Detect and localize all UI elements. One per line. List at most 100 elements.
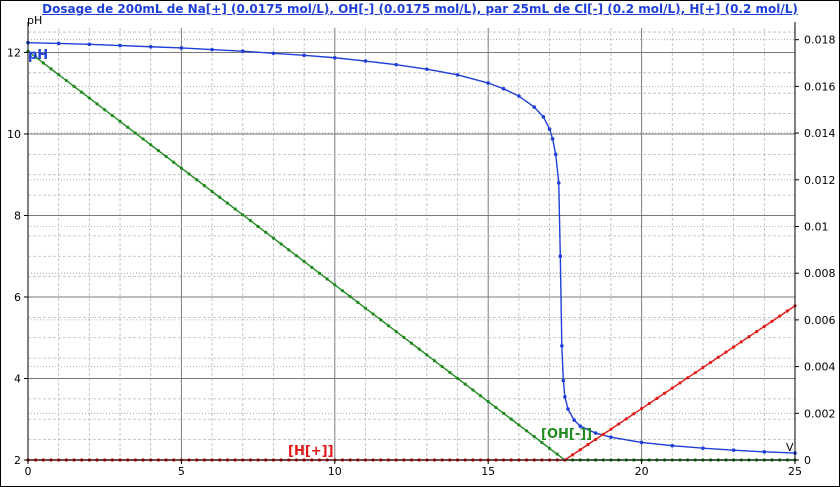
series-point-ph <box>547 127 552 131</box>
series-point-ph <box>118 43 122 48</box>
series-point-oh <box>225 201 230 205</box>
series-point-ph <box>179 46 184 50</box>
series-point-oh <box>87 96 91 100</box>
series-point-ph <box>762 450 767 454</box>
series-point-oh <box>440 364 444 369</box>
series-point-oh <box>64 78 68 83</box>
series-point-ph <box>501 86 506 91</box>
series-point-h <box>716 355 720 359</box>
series-point-h <box>701 365 705 370</box>
series-point-oh <box>141 137 145 141</box>
y-right-tick-label: 0 <box>804 454 811 467</box>
y-right-tick-label: 0.002 <box>804 407 836 420</box>
series-label-ph: pH <box>28 48 48 63</box>
series-point-oh <box>409 341 414 345</box>
series-point-oh <box>425 353 429 357</box>
series-point-ph <box>532 105 537 109</box>
series-point-oh <box>394 329 398 334</box>
series-point-h <box>686 376 690 380</box>
series-point-oh <box>34 55 38 59</box>
series-point-oh <box>532 435 536 439</box>
series-point-h <box>647 401 651 406</box>
series-point-oh <box>547 446 552 450</box>
series-layer <box>26 40 797 462</box>
series-point-oh <box>241 213 245 217</box>
series-point-ph <box>553 152 558 157</box>
series-point-oh <box>41 61 45 65</box>
series-point-h <box>632 412 636 416</box>
series-point-oh <box>402 335 406 340</box>
series-point-oh <box>95 102 99 106</box>
series-point-ph <box>271 51 276 56</box>
series-point-oh <box>517 423 521 427</box>
series-point-oh <box>379 318 383 322</box>
series-point-oh <box>348 294 352 299</box>
series-point-oh <box>256 224 260 229</box>
series-point-h <box>663 391 667 395</box>
series-point-h <box>678 381 682 385</box>
series-point-oh <box>103 108 107 112</box>
series-point-oh <box>294 254 299 258</box>
y-left-tick-label: 8 <box>14 209 21 222</box>
series-point-ph <box>639 440 644 445</box>
series-label-h: [H[+]] <box>288 444 334 459</box>
series-point-ph <box>563 395 567 399</box>
series-point-oh <box>555 452 559 456</box>
series-point-h <box>578 448 582 452</box>
series-point-oh <box>509 417 513 421</box>
series-point-h <box>593 437 598 442</box>
series-point-oh <box>49 67 53 71</box>
series-point-oh <box>210 189 214 194</box>
series-point-oh <box>448 370 452 375</box>
series-point-oh <box>356 300 360 304</box>
series-point-oh <box>187 172 191 176</box>
series-point-oh <box>233 207 237 211</box>
series-point-oh <box>540 440 544 445</box>
series-point-oh <box>287 248 291 252</box>
series-line-ph <box>27 41 796 454</box>
series-point-h <box>739 340 743 344</box>
series-point-oh <box>310 265 314 269</box>
series-point-ph <box>670 443 675 448</box>
series-point-ph <box>541 115 546 119</box>
series-point-oh <box>164 154 168 159</box>
series-point-oh <box>463 382 467 386</box>
series-point-h <box>755 329 759 334</box>
series-point-oh <box>501 411 506 415</box>
series-point-ph <box>486 81 491 85</box>
y-right-tick-label: 0.018 <box>804 34 836 47</box>
series-point-ph <box>87 42 92 47</box>
series-point-ph <box>148 44 153 49</box>
series-point-h <box>778 314 782 318</box>
series-point-ph <box>56 41 61 46</box>
series-point-oh <box>57 73 61 77</box>
y-right-tick-label: 0.01 <box>804 220 829 233</box>
x-tick-label: 5 <box>178 465 185 478</box>
x-tick-label: 0 <box>25 465 32 478</box>
y-right-tick-label: 0.008 <box>804 267 836 280</box>
series-point-oh <box>126 125 130 129</box>
series-point-oh <box>471 388 475 392</box>
x-tick-label: 20 <box>635 465 649 478</box>
series-point-oh <box>264 230 268 234</box>
series-point-h <box>785 309 789 313</box>
series-point-ph <box>701 446 705 450</box>
series-point-oh <box>340 289 345 293</box>
x-tick-label: 10 <box>328 465 342 478</box>
series-point-ph <box>333 55 337 60</box>
labels: pH V pH [OH[-]] [H[+]] <box>27 14 794 459</box>
series-point-ph <box>556 181 561 185</box>
series-point-ph <box>578 424 583 428</box>
y-left-tick-label: 4 <box>14 372 21 385</box>
series-point-h <box>570 453 575 457</box>
series-point-oh <box>317 271 322 275</box>
series-label-oh: [OH[-]] <box>541 427 592 442</box>
y-right-tick-label: 0.016 <box>804 80 836 93</box>
series-point-oh <box>72 84 76 88</box>
series-point-oh <box>179 166 183 170</box>
series-point-oh <box>149 143 153 147</box>
series-point-h <box>670 386 674 390</box>
x-axis-label: V <box>786 441 794 454</box>
chart-title: Dosage de 200mL de Na[+] (0.0175 mol/L),… <box>42 2 798 16</box>
series-point-ph <box>593 431 598 435</box>
